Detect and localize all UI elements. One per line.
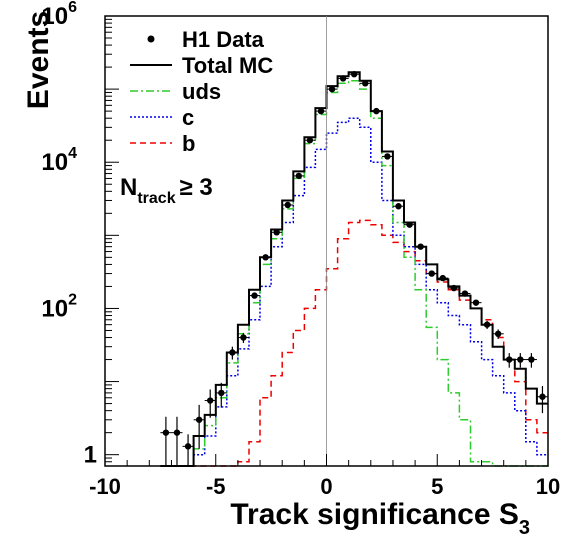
legend-entry-uds: uds xyxy=(130,79,221,104)
x-tick-label: 10 xyxy=(536,474,560,499)
data-point xyxy=(392,203,405,210)
series-line-uds xyxy=(160,80,548,467)
data-point xyxy=(348,70,360,78)
series-line-total-mc xyxy=(160,71,548,467)
data-point xyxy=(415,243,427,250)
x-tick-label: -5 xyxy=(206,474,226,499)
data-point xyxy=(226,346,238,360)
legend-entry-c: c xyxy=(130,105,194,130)
legend-entry-h1-data: H1 Data xyxy=(147,27,265,52)
data-point xyxy=(525,353,537,368)
data-point xyxy=(337,75,349,82)
legend-label: uds xyxy=(182,79,221,104)
data-point xyxy=(271,229,283,236)
data-point xyxy=(370,107,382,115)
axis-layer: -10 -5 0 5 10 1 102 104 106 xyxy=(41,0,560,499)
y-tick-label: 106 xyxy=(41,0,77,30)
data-point xyxy=(404,221,416,228)
data-point xyxy=(470,299,482,306)
data-point xyxy=(204,389,216,418)
legend-label: Total MC xyxy=(182,53,273,78)
x-tick-label: -10 xyxy=(89,474,121,499)
data-points-layer xyxy=(160,70,548,466)
y-tick-label: 1 xyxy=(84,442,97,469)
data-point xyxy=(160,416,172,466)
y-axis-label: Events xyxy=(22,11,55,109)
x-axis-label: Track significance S3 xyxy=(230,498,530,539)
data-point xyxy=(437,274,449,282)
x-tick-label: 5 xyxy=(431,474,443,499)
annotation-rest: ≥ 3 xyxy=(180,174,213,201)
data-point xyxy=(171,416,183,466)
data-point xyxy=(182,434,194,466)
x-axis-label-main: Track significance S xyxy=(230,498,518,531)
data-point xyxy=(237,332,249,343)
legend-marker xyxy=(147,35,155,43)
ntrack-annotation: Ntrack ≥ 3 xyxy=(120,174,213,207)
data-point xyxy=(426,270,438,277)
annotation-subscript: track xyxy=(137,190,175,207)
data-point xyxy=(459,290,471,297)
data-point xyxy=(248,292,261,299)
y-tick-label: 104 xyxy=(41,145,77,176)
data-point xyxy=(536,385,548,414)
legend-label: c xyxy=(182,105,194,130)
series-line-c xyxy=(160,117,548,467)
y-tick-label: 102 xyxy=(41,291,77,322)
x-tick-label: 0 xyxy=(320,474,332,499)
legend-entry-total-mc: Total MC xyxy=(130,53,273,78)
data-point xyxy=(359,80,371,87)
data-point xyxy=(448,284,460,292)
data-point xyxy=(304,137,316,144)
series-line-b xyxy=(160,219,548,467)
legend-label: b xyxy=(182,131,195,156)
data-point xyxy=(481,320,493,330)
data-point xyxy=(326,85,338,93)
data-point xyxy=(514,353,526,368)
histogram-layer xyxy=(160,71,548,467)
data-point xyxy=(260,254,272,261)
data-point xyxy=(215,382,227,408)
x-axis-label-subscript: 3 xyxy=(519,517,530,539)
annotation-main: N xyxy=(120,174,137,201)
data-point xyxy=(492,329,504,339)
data-point xyxy=(315,107,327,115)
data-point xyxy=(503,353,515,368)
legend-label: H1 Data xyxy=(182,27,265,52)
data-point xyxy=(293,172,305,180)
data-point xyxy=(282,201,294,209)
data-point xyxy=(381,153,393,160)
data-point xyxy=(193,404,205,449)
legend-entry-b: b xyxy=(130,131,195,156)
